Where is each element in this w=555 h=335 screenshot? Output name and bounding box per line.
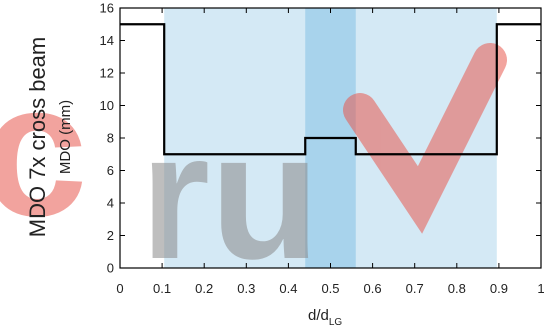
y-tick-label: 2: [107, 228, 114, 243]
y-tick-label: 6: [107, 163, 114, 178]
x-tick-label: 0.7: [406, 281, 424, 296]
watermark-check: [343, 43, 507, 234]
x-tick-label: 0.1: [153, 281, 171, 296]
y-tick-label: 4: [107, 196, 114, 211]
x-axis-label-main: d/d: [308, 307, 329, 324]
plot-frame: [119, 7, 542, 269]
watermark-c: c: [0, 44, 88, 256]
x-tick-label: 0.3: [237, 281, 255, 296]
y-tick-label: 10: [100, 98, 114, 113]
x-tick-label: 0.5: [321, 281, 339, 296]
y-axis-ticks: 0 2 4 6 8 10 12 14 16: [100, 1, 541, 276]
x-tick-label: 0.2: [195, 281, 213, 296]
y-axis-label: MDO (mm): [57, 100, 74, 174]
x-tick-label: 1: [537, 281, 544, 296]
x-tick-label: 0.9: [490, 281, 508, 296]
y-tick-label: 16: [100, 1, 114, 16]
y-tick-label: 8: [107, 131, 114, 146]
x-axis-label: d/dLG: [308, 307, 342, 328]
x-axis-label-sub: LG: [329, 317, 343, 328]
x-tick-label: 0: [116, 281, 123, 296]
x-tick-label: 0.4: [279, 281, 297, 296]
side-title: MDO 7x cross beam: [25, 37, 50, 238]
series: [120, 23, 541, 156]
y-tick-label: 0: [107, 261, 114, 276]
x-axis-ticks: 0 0.1 0.2 0.3 0.4 0.5 0.6 0.7 0.8 0.9 1: [116, 8, 545, 296]
x-tick-label: 0.6: [364, 281, 382, 296]
series-line-0: [120, 23, 541, 156]
x-tick-label: 0.8: [448, 281, 466, 296]
watermark: c ru: [0, 43, 507, 297]
y-tick-label: 12: [100, 66, 114, 81]
y-tick-label: 14: [100, 33, 114, 48]
watermark-ru: ru: [140, 96, 320, 297]
